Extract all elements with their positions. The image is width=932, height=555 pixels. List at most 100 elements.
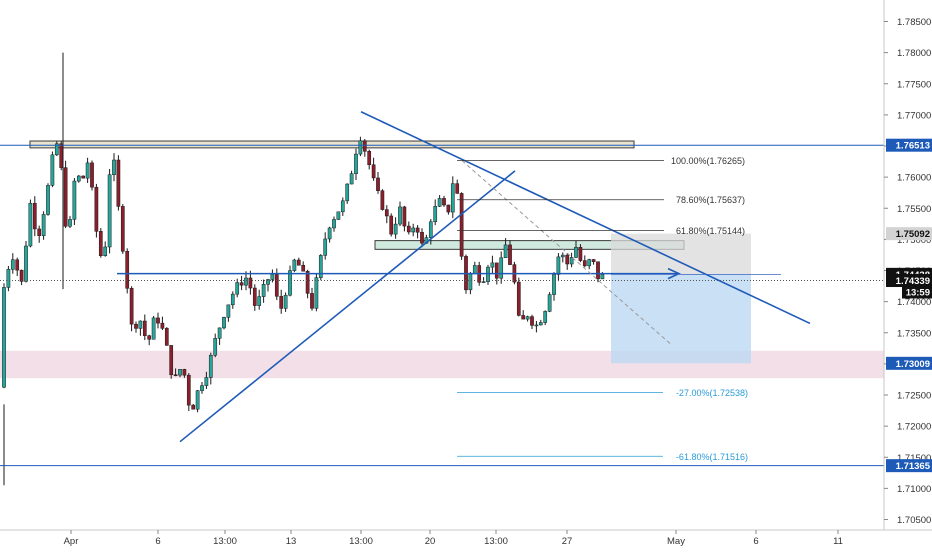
candle-body-128 (565, 254, 570, 265)
price-tag-bg-0 (886, 138, 932, 152)
candle-body-122 (538, 322, 543, 326)
candle-body-80 (354, 153, 358, 174)
candle-body-82 (362, 140, 367, 152)
candle-body-83 (367, 151, 372, 166)
fib-label-3: -27.00%(1.72538) (676, 388, 748, 398)
candle-body-73 (323, 238, 328, 256)
candle-body-11 (50, 154, 55, 186)
price-axis[interactable]: 1.785001.780001.775001.770001.765001.760… (883, 0, 932, 550)
candle-body-84 (371, 164, 376, 179)
candle-body-109 (481, 281, 486, 283)
candle-body-12 (54, 143, 59, 156)
candle-body-8 (37, 228, 42, 236)
candle-body-115 (508, 244, 512, 265)
candle-body-47 (208, 355, 213, 378)
candle-body-24 (107, 174, 112, 248)
y-tick-label-14: 1.71500 (897, 453, 931, 464)
y-tick-label-13: 1.72000 (897, 422, 931, 433)
y-tick-label-15: 1.71000 (897, 484, 931, 495)
candle-body-103 (455, 183, 460, 194)
x-tick-label-0: Apr (64, 536, 79, 547)
candle-body-69 (305, 270, 310, 294)
candle-body-65 (288, 270, 292, 296)
price-tag-bg-6 (886, 459, 932, 473)
x-tick-label-4: 13:00 (349, 536, 373, 547)
candle-body-93 (411, 227, 416, 233)
candle-body-52 (230, 293, 235, 306)
candle-body-123 (543, 311, 548, 323)
candle-body-117 (516, 281, 521, 316)
candle-body-31 (138, 320, 143, 329)
candle-body-9 (41, 214, 46, 236)
price-tag-bg-3 (886, 274, 932, 288)
candle-body-55 (244, 277, 248, 286)
time-axis-bg (0, 530, 884, 550)
candle-body-6 (28, 202, 33, 247)
candle-body-59 (261, 284, 266, 297)
candle-body-71 (314, 277, 319, 309)
candle-body-132 (582, 260, 587, 267)
candle-body-74 (327, 227, 332, 240)
price-tag-0: 1.76513 (896, 141, 930, 152)
candle-body-125 (552, 274, 556, 295)
candle-body-56 (248, 277, 253, 289)
candle-body-53 (235, 282, 240, 295)
candle-body-101 (446, 204, 451, 213)
candle-body-35 (156, 317, 160, 324)
candle-body-58 (257, 296, 262, 306)
zone-resistance (29, 140, 635, 149)
candle-body-60 (266, 279, 270, 285)
x-tick-label-5: 20 (425, 536, 436, 547)
candle-body-98 (433, 206, 438, 223)
candle-body-99 (437, 198, 442, 207)
candle-body-68 (301, 264, 306, 272)
fib-label-0: 100.00%(1.76265) (671, 156, 745, 166)
candle-body-127 (560, 254, 565, 258)
candle-body-90 (398, 206, 402, 225)
candle-body-61 (270, 274, 275, 280)
y-tick-label-0: 1.78500 (897, 17, 931, 28)
candle-body-0 (2, 287, 6, 388)
candle-body-112 (494, 262, 499, 279)
fib-label-4: -61.80%(1.71516) (676, 452, 748, 462)
candle-body-63 (279, 296, 284, 309)
fib-label-1: 78.60%(1.75637) (676, 195, 745, 205)
candle-body-43 (191, 404, 196, 410)
candle-body-1 (6, 269, 11, 288)
candle-body-133 (587, 259, 592, 267)
candle-body-10 (46, 185, 50, 215)
zone-support (0, 350, 884, 379)
candle-body-13 (59, 143, 64, 168)
candle-body-7 (32, 202, 37, 230)
candle-body-72 (318, 255, 323, 278)
price-tag-1: 1.75092 (896, 229, 930, 240)
x-tick-label-10: 11 (833, 536, 843, 547)
candle-body-3 (15, 259, 20, 271)
price-tag-bg-1 (886, 227, 932, 241)
candle-body-106 (468, 273, 473, 291)
candle-body-97 (428, 221, 433, 238)
price-tag-3: 1.74339 (896, 276, 930, 287)
candle-body-62 (274, 274, 279, 297)
y-tick-label-9: 1.74000 (897, 297, 931, 308)
fib-diagonal (461, 160, 673, 346)
candle-body-54 (239, 282, 244, 286)
candle-body-94 (415, 227, 420, 233)
time-axis[interactable]: Apr 6 13:00 13 13:00 20 13:00 27 May 6 11 (0, 529, 932, 550)
candle-body-40 (178, 369, 182, 376)
candle-body-124 (547, 294, 552, 312)
candle-body-78 (345, 183, 350, 202)
candle-body-121 (534, 324, 539, 327)
candle-body-111 (490, 262, 495, 268)
candle-body-57 (252, 287, 257, 306)
candle-body-136 (600, 274, 605, 280)
candle-body-4 (19, 269, 24, 282)
candle-body-129 (569, 257, 574, 265)
candle-body-107 (472, 265, 477, 274)
candle-body-86 (380, 190, 385, 210)
candle-body-75 (332, 219, 336, 229)
candle-body-113 (499, 257, 504, 279)
candle-body-102 (450, 183, 455, 213)
